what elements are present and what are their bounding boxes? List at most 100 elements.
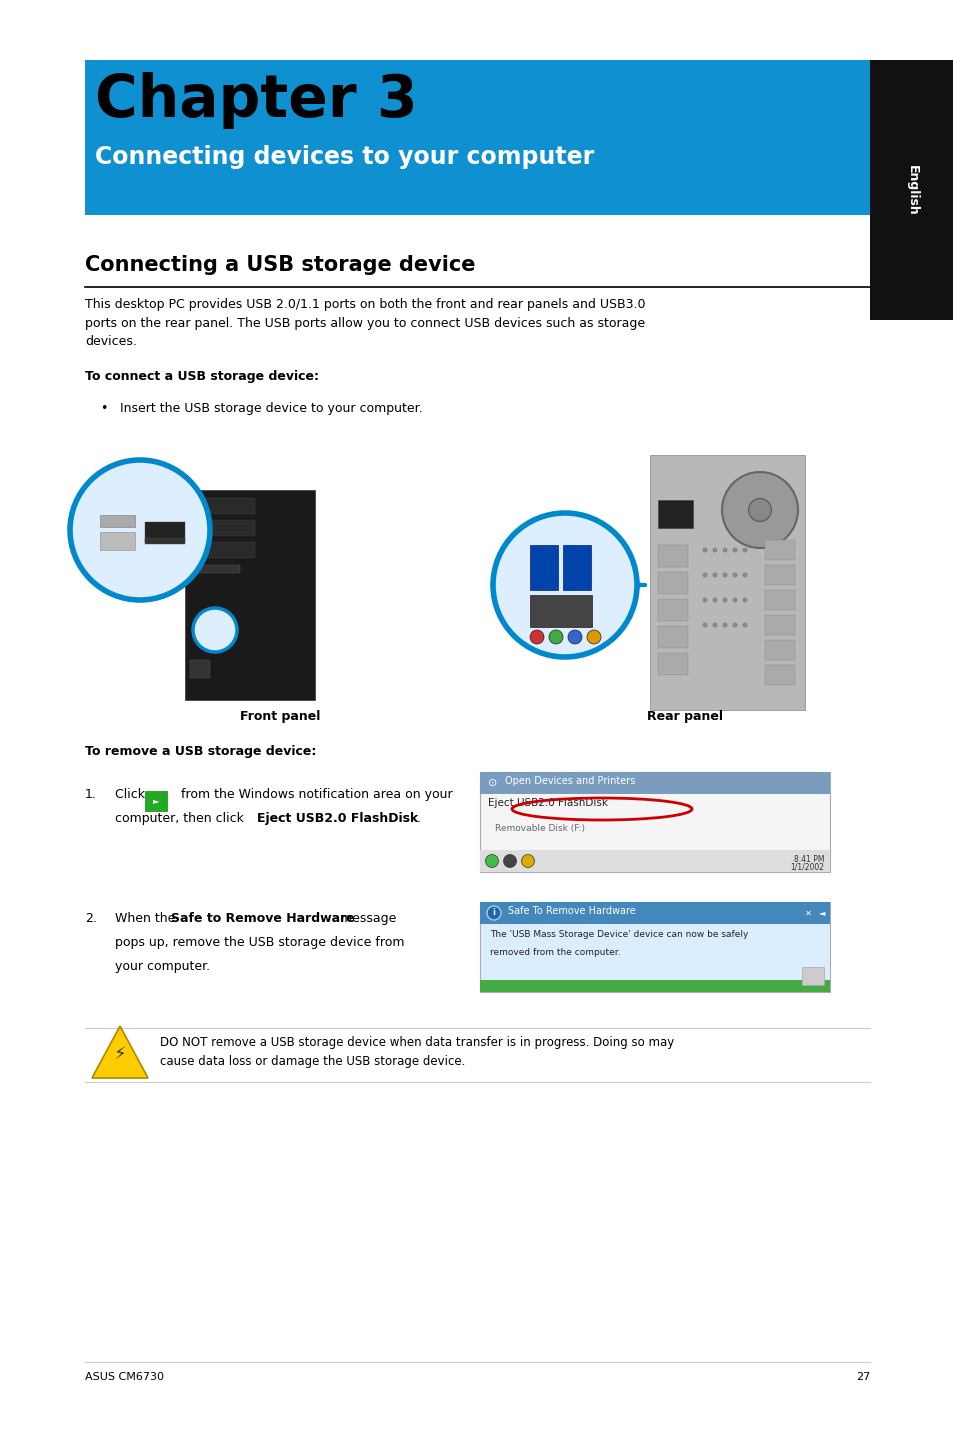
- Circle shape: [732, 548, 737, 552]
- Bar: [190, 660, 210, 677]
- Bar: [801, 966, 823, 985]
- Text: Front panel: Front panel: [239, 710, 320, 723]
- Bar: [658, 653, 687, 674]
- Circle shape: [486, 906, 500, 920]
- Text: ASUS CM6730: ASUS CM6730: [85, 1372, 164, 1382]
- Text: Open Devices and Printers: Open Devices and Printers: [504, 777, 635, 787]
- Circle shape: [732, 598, 737, 603]
- Text: •: •: [100, 403, 108, 416]
- Text: removed from the computer.: removed from the computer.: [490, 948, 619, 958]
- Text: 2.: 2.: [85, 912, 97, 925]
- Text: ►: ►: [152, 797, 159, 805]
- Circle shape: [741, 623, 747, 627]
- Text: Eject USB2.0 FlashDisk: Eject USB2.0 FlashDisk: [256, 812, 417, 825]
- Text: 1/1/2002: 1/1/2002: [789, 863, 823, 871]
- Circle shape: [493, 513, 637, 657]
- Circle shape: [70, 460, 210, 600]
- Text: i: i: [492, 909, 495, 917]
- Bar: [479, 772, 829, 794]
- Text: message: message: [335, 912, 395, 925]
- Bar: [764, 664, 794, 684]
- Bar: [479, 850, 829, 871]
- Circle shape: [548, 630, 562, 644]
- Circle shape: [701, 623, 707, 627]
- Text: pops up, remove the USB storage device from: pops up, remove the USB storage device f…: [115, 936, 404, 949]
- Bar: [649, 454, 804, 710]
- Circle shape: [721, 623, 727, 627]
- Bar: [764, 615, 794, 636]
- Text: Safe To Remove Hardware: Safe To Remove Hardware: [507, 906, 635, 916]
- Text: ◄: ◄: [818, 909, 824, 917]
- Bar: [190, 521, 254, 536]
- Circle shape: [732, 572, 737, 578]
- Text: When the: When the: [115, 912, 179, 925]
- Text: The 'USB Mass Storage Device' device can now be safely: The 'USB Mass Storage Device' device can…: [490, 930, 747, 939]
- Circle shape: [741, 572, 747, 578]
- Bar: [190, 498, 254, 513]
- Bar: [479, 902, 829, 992]
- Circle shape: [721, 548, 727, 552]
- Text: ✕: ✕: [803, 909, 811, 917]
- Circle shape: [721, 472, 797, 548]
- Circle shape: [712, 572, 717, 578]
- Text: from the Windows notification area on your: from the Windows notification area on yo…: [177, 788, 452, 801]
- Bar: [85, 60, 869, 216]
- Circle shape: [712, 623, 717, 627]
- Circle shape: [712, 598, 717, 603]
- Bar: [658, 600, 687, 621]
- Text: To connect a USB storage device:: To connect a USB storage device:: [85, 370, 318, 383]
- Circle shape: [741, 548, 747, 552]
- Bar: [145, 791, 167, 811]
- Text: Connecting a USB storage device: Connecting a USB storage device: [85, 255, 475, 275]
- Circle shape: [193, 608, 236, 651]
- Text: Chapter 3: Chapter 3: [95, 72, 417, 129]
- Text: cause data loss or damage the USB storage device.: cause data loss or damage the USB storag…: [160, 1055, 465, 1068]
- Text: 8:41 PM: 8:41 PM: [793, 856, 823, 864]
- Circle shape: [748, 499, 771, 522]
- Circle shape: [586, 630, 600, 644]
- Text: English: English: [904, 164, 918, 216]
- Text: To remove a USB storage device:: To remove a USB storage device:: [85, 745, 316, 758]
- Circle shape: [567, 630, 581, 644]
- Circle shape: [732, 623, 737, 627]
- Text: Insert the USB storage device to your computer.: Insert the USB storage device to your co…: [120, 403, 422, 416]
- Bar: [479, 772, 829, 871]
- Circle shape: [485, 854, 498, 867]
- Bar: [658, 545, 687, 567]
- Bar: [658, 572, 687, 594]
- Text: ⊙: ⊙: [488, 778, 497, 788]
- Circle shape: [521, 854, 534, 867]
- Bar: [100, 515, 135, 526]
- Bar: [764, 541, 794, 559]
- Bar: [764, 565, 794, 585]
- Text: 1.: 1.: [85, 788, 97, 801]
- Bar: [764, 640, 794, 660]
- Text: Removable Disk (F:): Removable Disk (F:): [495, 824, 584, 833]
- Bar: [658, 626, 687, 649]
- Circle shape: [530, 630, 543, 644]
- Bar: [145, 538, 185, 544]
- Bar: [658, 500, 692, 528]
- Bar: [190, 542, 254, 558]
- Text: Safe to Remove Hardware: Safe to Remove Hardware: [171, 912, 355, 925]
- Bar: [479, 902, 829, 925]
- Bar: [145, 522, 185, 542]
- Bar: [869, 60, 953, 321]
- Polygon shape: [91, 1025, 148, 1078]
- Text: .: .: [416, 812, 420, 825]
- Bar: [562, 545, 590, 590]
- Text: Rear panel: Rear panel: [646, 710, 722, 723]
- Text: computer, then click: computer, then click: [115, 812, 248, 825]
- Circle shape: [712, 548, 717, 552]
- Bar: [764, 590, 794, 610]
- Circle shape: [721, 598, 727, 603]
- Circle shape: [503, 854, 516, 867]
- Bar: [100, 532, 135, 549]
- Text: devices.: devices.: [85, 335, 136, 348]
- Bar: [185, 490, 314, 700]
- Circle shape: [721, 572, 727, 578]
- Text: 27: 27: [855, 1372, 869, 1382]
- Text: your computer.: your computer.: [115, 961, 210, 974]
- Text: ⚡: ⚡: [113, 1045, 126, 1064]
- Circle shape: [701, 548, 707, 552]
